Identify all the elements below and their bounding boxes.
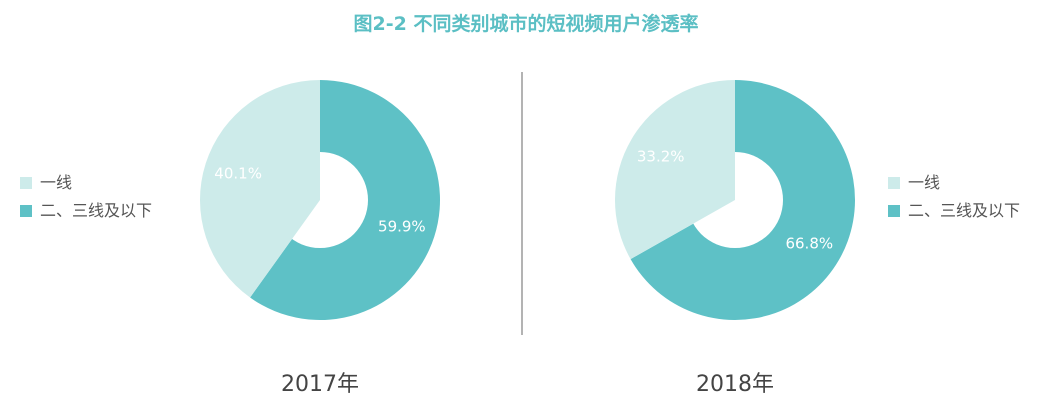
legend-swatch: [20, 205, 32, 217]
legend-swatch: [888, 205, 900, 217]
value-label: 66.8%: [785, 234, 833, 252]
slice-tier1: [200, 80, 320, 298]
legend-label: 二、三线及以下: [908, 201, 1020, 220]
legend-label: 二、三线及以下: [40, 201, 152, 220]
value-label: 40.1%: [214, 165, 262, 183]
donut-2018: 66.8% 33.2% 一线二、三线及以下 2018年: [614, 80, 1020, 397]
chart-title: 图2-2 不同类别城市的短视频用户渗透率: [354, 12, 699, 35]
slice-tier1: [614, 80, 735, 260]
legend-swatch: [20, 177, 32, 189]
donut-2017: 59.9% 40.1% 一线二、三线及以下 2017年: [20, 80, 440, 397]
legend-swatch: [888, 177, 900, 189]
legend-label: 一线: [908, 173, 940, 192]
year-label: 2018年: [696, 372, 774, 397]
value-label: 59.9%: [378, 217, 426, 235]
value-label: 33.2%: [637, 148, 685, 166]
year-label: 2017年: [281, 372, 359, 397]
legend-label: 一线: [40, 173, 72, 192]
